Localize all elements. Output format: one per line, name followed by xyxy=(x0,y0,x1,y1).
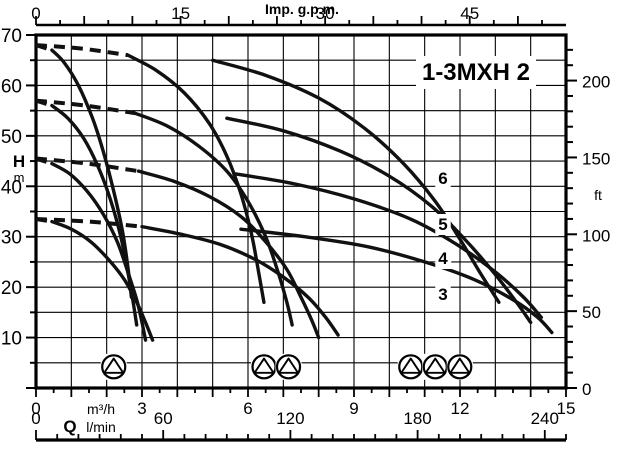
right-axis-tick-label: 0 xyxy=(582,380,591,399)
bottom-lmin-tick-label: 60 xyxy=(154,409,173,428)
bottom-m3h-tick-label: 3 xyxy=(137,399,146,418)
curve-dashed-segment xyxy=(35,43,129,58)
bottom-m3h-tick-label: 15 xyxy=(557,399,576,418)
pump-group-1 xyxy=(100,353,127,380)
right-axis-unit: ft xyxy=(594,187,602,203)
top-axis-label: Imp. g.p.m. xyxy=(265,1,339,17)
curve-label-backdrop xyxy=(435,248,452,269)
left-axis-tick-label: 20 xyxy=(1,278,22,299)
curve-label-5: 5 xyxy=(438,215,447,234)
top-axis-tick-label: 45 xyxy=(460,4,479,23)
top-axis-tick-label: 15 xyxy=(171,4,190,23)
right-axis-tick-label: 200 xyxy=(582,73,610,92)
curve-dashed-segment xyxy=(35,156,139,174)
pump-symbol-icons xyxy=(100,353,473,380)
left-axis-unit: m xyxy=(14,170,25,185)
curve-solid-segment xyxy=(136,169,321,340)
curve-solid-segment xyxy=(210,58,501,304)
pump-symbol-icon xyxy=(251,353,278,380)
bottom-lmin-tick-label: 240 xyxy=(531,409,559,428)
bottom-axis-symbol-q: Q xyxy=(63,417,76,436)
left-axis-tick-label: 60 xyxy=(1,76,22,97)
right-axis-tick-label: 50 xyxy=(582,303,601,322)
pump-icon-triangle xyxy=(103,357,125,374)
left-axis-tick-label: 50 xyxy=(1,127,22,148)
bottom-lmin-tick-label: 120 xyxy=(276,409,304,428)
curve-solid-segment xyxy=(133,111,294,327)
curve-label-3: 3 xyxy=(438,285,447,304)
chart-title: 1-3MXH 2 xyxy=(422,59,530,86)
curve-label-backdrop xyxy=(435,284,451,305)
pump-icon-triangle xyxy=(424,357,446,374)
performance-curves xyxy=(35,43,554,342)
curve-solid-segment xyxy=(50,219,155,342)
pump-group-3 xyxy=(397,353,473,380)
curve-solid-segment xyxy=(232,171,543,320)
pump-icon-triangle xyxy=(400,357,422,374)
top-axis-tick-label: 30 xyxy=(316,4,335,23)
bottom-unit-m3h: m³/h xyxy=(87,401,115,417)
left-axis-tick-label: 70 xyxy=(1,26,22,47)
bottom-m3h-tick-label: 9 xyxy=(349,399,358,418)
curve-label-backdrop xyxy=(435,168,451,189)
bottom-m3h-tick-label: 0 xyxy=(31,399,40,418)
bottom-m3h-tick-label: 12 xyxy=(451,399,470,418)
curve-dashed-segment xyxy=(35,217,143,229)
title-backdrop xyxy=(415,56,537,89)
curve-solid-segment xyxy=(140,224,340,337)
top-axis-tick-label: 0 xyxy=(31,4,40,23)
bottom-lmin-tick-label: 0 xyxy=(31,409,40,428)
right-axis-tick-label: 100 xyxy=(582,226,610,245)
left-axis-symbol: H xyxy=(13,152,25,171)
curve-label-4: 4 xyxy=(438,249,448,268)
pump-symbol-icon xyxy=(422,353,449,380)
curve-solid-segment xyxy=(50,161,148,342)
pump-symbol-icon xyxy=(397,353,424,380)
pump-symbol-icon xyxy=(275,353,302,380)
curve-label-6: 6 xyxy=(438,169,447,188)
pump-symbol-icon xyxy=(100,353,127,380)
left-axis-tick-label: 40 xyxy=(1,177,22,198)
left-axis-tick-label: 30 xyxy=(1,228,22,249)
pump-symbol-icon xyxy=(446,353,473,380)
pump-icon-triangle xyxy=(449,357,471,374)
pump-group-2 xyxy=(251,353,302,380)
axis-ticks xyxy=(26,16,577,442)
bottom-lmin-tick-label: 180 xyxy=(403,409,431,428)
pump-icon-triangle xyxy=(278,357,299,374)
bottom-m3h-tick-label: 6 xyxy=(243,399,252,418)
pump-icon-triangle xyxy=(253,357,275,374)
bottom-unit-lmin: l/min xyxy=(86,419,116,435)
curve-solid-segment xyxy=(225,116,533,325)
left-axis-tick-label: 10 xyxy=(1,329,22,350)
right-axis-tick-label: 150 xyxy=(582,149,610,168)
curve-label-backdrop xyxy=(435,214,451,235)
